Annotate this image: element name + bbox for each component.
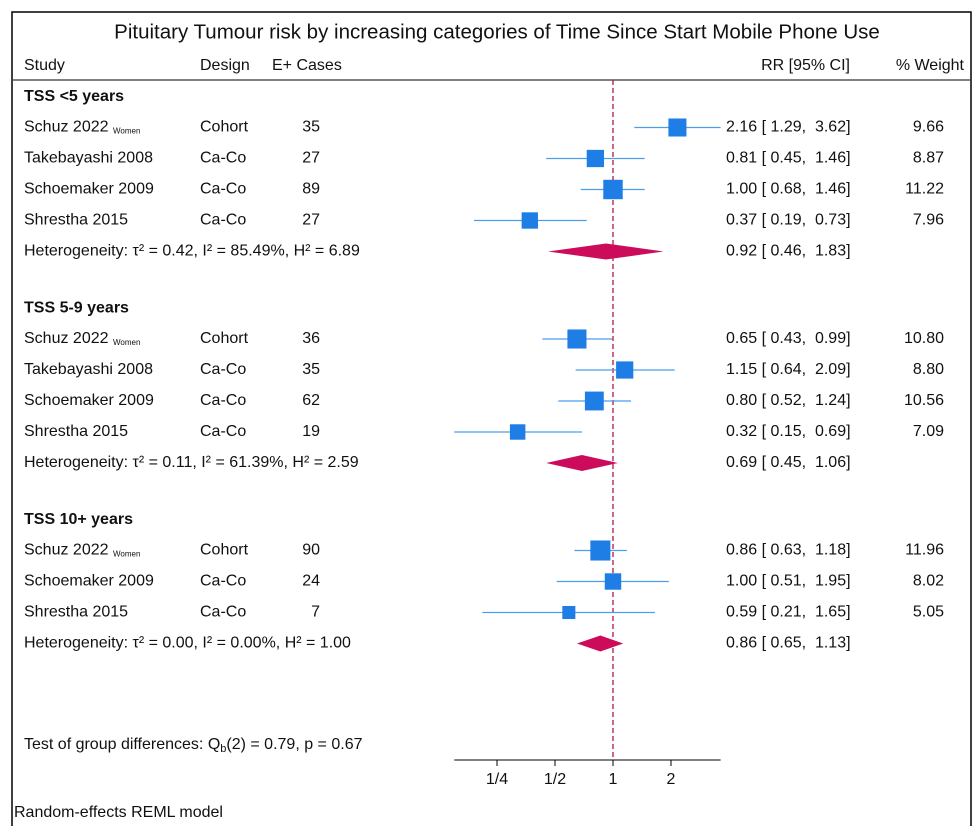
column-header: RR [95% CI] xyxy=(761,57,850,74)
study-note: Women xyxy=(113,127,140,136)
study-cases: 90 xyxy=(302,542,320,559)
ci-label: 0.80 [ 0.52, 1.24] xyxy=(726,392,851,409)
study-name: Schoemaker 2009 xyxy=(24,392,154,409)
study-design: Ca-Co xyxy=(200,181,246,198)
study-cases: 35 xyxy=(302,119,320,136)
ci-label: 0.81 [ 0.45, 1.46] xyxy=(726,150,851,167)
weight-label: 11.96 xyxy=(905,542,944,559)
ci-label: 0.69 [ 0.45, 1.06] xyxy=(726,454,851,471)
weight-label: 11.22 xyxy=(905,181,944,198)
study-name: Schuz 2022 Women xyxy=(24,330,140,347)
study-design: Ca-Co xyxy=(200,423,246,440)
ci-label: 2.16 [ 1.29, 3.62] xyxy=(726,119,851,136)
study-cases: 7 xyxy=(311,604,320,621)
column-header: Study xyxy=(24,57,65,74)
x-tick-label: 1/2 xyxy=(544,771,566,788)
ci-label: 0.59 [ 0.21, 1.65] xyxy=(726,604,851,621)
x-tick-label: 2 xyxy=(667,771,676,788)
x-tick-label: 1/4 xyxy=(486,771,508,788)
study-name: Schuz 2022 Women xyxy=(24,119,140,136)
study-name: Shrestha 2015 xyxy=(24,212,128,229)
weight-label: 10.80 xyxy=(904,330,944,347)
weight-label: 9.66 xyxy=(913,119,944,136)
heterogeneity: Heterogeneity: τ² = 0.00, I² = 0.00%, H²… xyxy=(24,635,351,652)
study-cases: 89 xyxy=(302,181,320,198)
study-design: Ca-Co xyxy=(200,212,246,229)
ci-label: 1.15 [ 0.64, 2.09] xyxy=(726,361,851,378)
study-design: Ca-Co xyxy=(200,150,246,167)
study-design: Cohort xyxy=(200,119,249,136)
study-box xyxy=(604,573,622,590)
pooled-diamond xyxy=(548,243,664,260)
test-prefix: Test of group differences: Q xyxy=(24,736,220,753)
study-note: Women xyxy=(113,550,140,559)
study-cases: 24 xyxy=(302,573,320,590)
study-name: Takebayashi 2008 xyxy=(24,361,153,378)
weight-label: 7.96 xyxy=(913,212,944,229)
study-note: Women xyxy=(113,338,140,347)
ci-label: 0.65 [ 0.43, 0.99] xyxy=(726,330,851,347)
chart-title: Pituitary Tumour risk by increasing cate… xyxy=(114,20,880,43)
weight-label: 7.09 xyxy=(913,423,944,440)
study-box xyxy=(586,149,605,168)
test-suffix: (2) = 0.79, p = 0.67 xyxy=(226,736,362,753)
study-name: Schoemaker 2009 xyxy=(24,573,154,590)
study-cases: 62 xyxy=(302,392,320,409)
study-box xyxy=(562,605,576,620)
study-design: Ca-Co xyxy=(200,392,246,409)
ci-label: 0.32 [ 0.15, 0.69] xyxy=(726,423,851,440)
study-name: Takebayashi 2008 xyxy=(24,150,153,167)
ci-label: 0.86 [ 0.63, 1.18] xyxy=(726,542,851,559)
study-design: Cohort xyxy=(200,330,249,347)
study-design: Ca-Co xyxy=(200,573,246,590)
study-cases: 36 xyxy=(302,330,320,347)
heterogeneity: Heterogeneity: τ² = 0.11, I² = 61.39%, H… xyxy=(24,454,359,471)
study-cases: 35 xyxy=(302,361,320,378)
column-header: % Weight xyxy=(896,57,965,74)
study-box xyxy=(567,329,587,349)
group-header: TSS 5-9 years xyxy=(24,300,129,317)
study-name: Shrestha 2015 xyxy=(24,604,128,621)
ci-label: 0.37 [ 0.19, 0.73] xyxy=(726,212,851,229)
study-cases: 19 xyxy=(302,423,320,440)
study-box xyxy=(521,212,538,229)
footer: Random-effects REML model xyxy=(14,804,223,821)
study-name: Schuz 2022 Women xyxy=(24,542,140,559)
weight-label: 8.80 xyxy=(913,361,944,378)
study-box xyxy=(603,179,623,200)
ci-label: 0.86 [ 0.65, 1.13] xyxy=(726,635,851,652)
study-box xyxy=(668,118,687,137)
study-design: Ca-Co xyxy=(200,604,246,621)
heterogeneity: Heterogeneity: τ² = 0.42, I² = 85.49%, H… xyxy=(24,243,360,260)
ci-label: 1.00 [ 0.51, 1.95] xyxy=(726,573,851,590)
group-header: TSS <5 years xyxy=(24,88,124,105)
weight-label: 5.05 xyxy=(913,604,944,621)
weight-label: 10.56 xyxy=(904,392,944,409)
study-design: Ca-Co xyxy=(200,361,246,378)
study-box xyxy=(584,391,604,411)
study-cases: 27 xyxy=(302,212,320,229)
study-design: Cohort xyxy=(200,542,249,559)
test-sub: b xyxy=(220,743,226,755)
weight-label: 8.87 xyxy=(913,150,944,167)
x-tick-label: 1 xyxy=(609,771,618,788)
column-header: E+ Cases xyxy=(272,57,342,74)
weight-label: 8.02 xyxy=(913,573,944,590)
pooled-diamond xyxy=(576,635,624,652)
group-header: TSS 10+ years xyxy=(24,511,133,528)
study-box xyxy=(509,424,526,440)
pooled-diamond xyxy=(546,455,618,471)
group-test: Test of group differences: Qb(2) = 0.79,… xyxy=(24,736,363,755)
frame xyxy=(11,11,972,826)
column-header: Design xyxy=(200,57,250,74)
ci-label: 0.92 [ 0.46, 1.83] xyxy=(726,243,851,260)
study-name: Schoemaker 2009 xyxy=(24,181,154,198)
study-box xyxy=(590,540,611,561)
study-cases: 27 xyxy=(302,150,320,167)
study-box xyxy=(616,361,634,379)
ci-label: 1.00 [ 0.68, 1.46] xyxy=(726,181,851,198)
study-name: Shrestha 2015 xyxy=(24,423,128,440)
